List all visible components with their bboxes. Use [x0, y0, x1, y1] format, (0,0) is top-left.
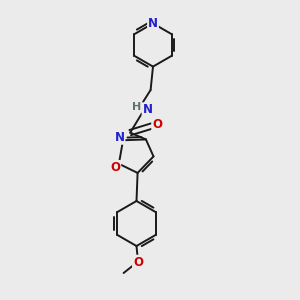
- Text: N: N: [148, 17, 158, 30]
- Text: H: H: [132, 102, 141, 112]
- Text: N: N: [114, 131, 124, 144]
- Text: O: O: [110, 161, 120, 174]
- Text: O: O: [133, 256, 143, 269]
- Text: N: N: [142, 103, 153, 116]
- Text: O: O: [152, 118, 162, 131]
